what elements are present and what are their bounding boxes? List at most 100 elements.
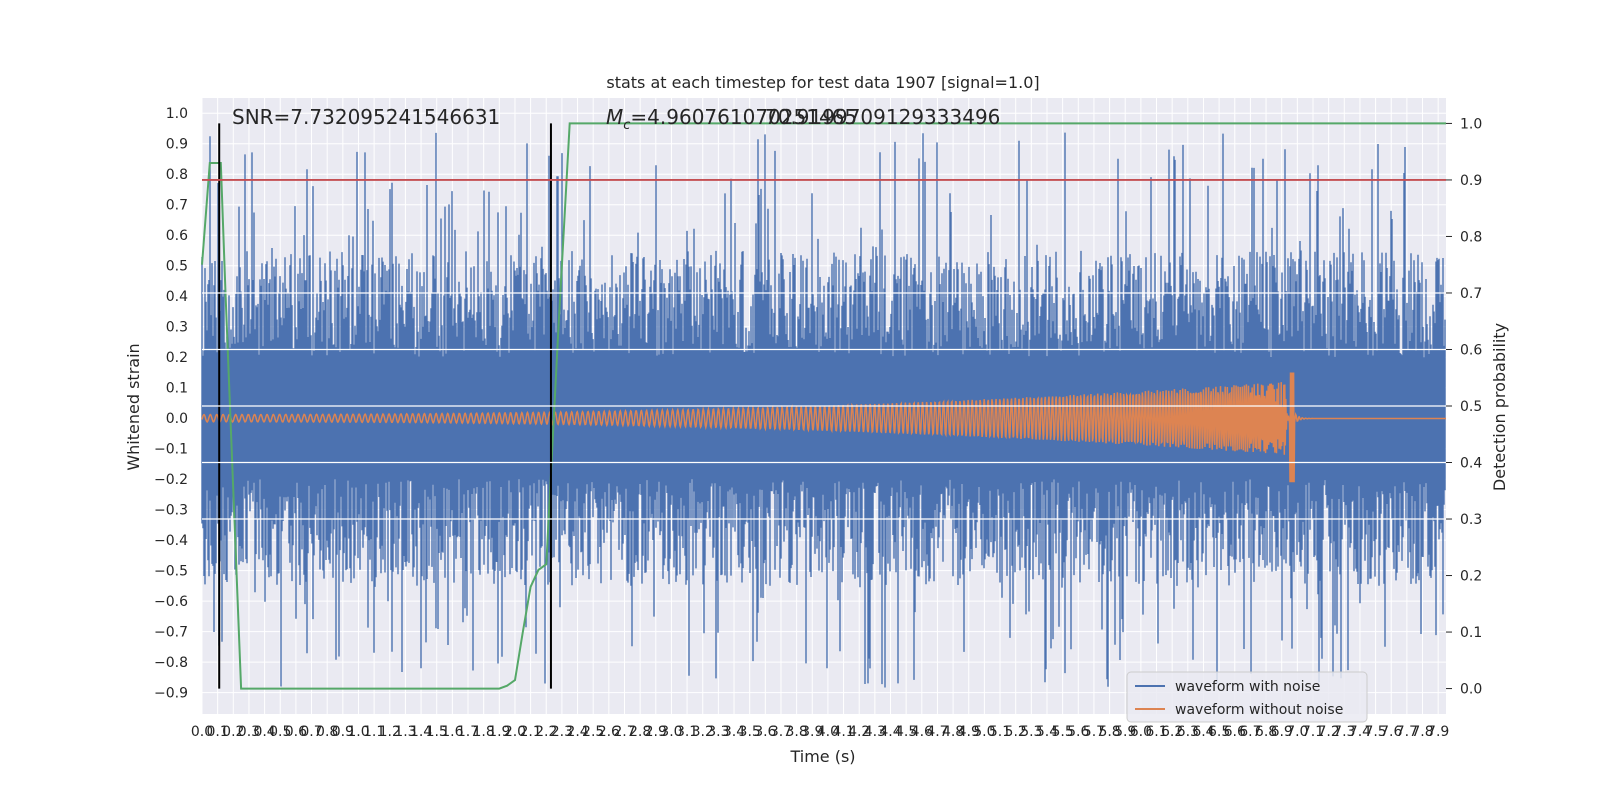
x-tick-label: 2.6 [598,724,620,740]
x-tick-label: 7.6 [1380,724,1402,740]
x-axis-ticks: 0.00.10.20.30.40.50.60.70.80.91.01.11.21… [191,724,1449,740]
x-tick-label: 5.5 [1051,724,1073,740]
x-tick-label: 6.9 [1271,724,1293,740]
y-tick-label: 0.6 [166,228,188,244]
legend-label-clean: waveform without noise [1175,702,1343,718]
x-tick-label: 2.4 [566,724,588,740]
x-tick-label: 6.6 [1224,724,1246,740]
x-tick-label: 4.9 [958,724,980,740]
x-tick-label: 1.6 [441,724,463,740]
x-tick-label: 3.8 [785,724,807,740]
x-tick-label: 4.8 [942,724,964,740]
x-tick-label: 0.0 [191,724,213,740]
x-tick-label: 5.0 [973,724,995,740]
x-tick-label: 6.1 [1145,724,1167,740]
x-tick-label: 1.2 [379,724,401,740]
x-axis-label: Time (s) [789,747,855,766]
y2-tick-label: 0.6 [1460,342,1482,358]
series-detection-probability [201,122,1446,690]
y-axis-ticks: 1.0 0.9 0.8 0.7 0.6 0.5 0.4 0.3 0.2 0.1 0.0 −0.1 −0.… [154,106,188,701]
x-tick-label: 3.0 [660,724,682,740]
y2-tick-label: 0.1 [1460,625,1482,641]
x-tick-label: 0.5 [269,724,291,740]
y-tick-label: −0.9 [154,686,188,702]
y2-axis-ticks: 1.0 0.9 0.8 0.7 0.6 0.5 0.4 0.3 0.2 0.1 0.0 [1446,116,1482,698]
x-tick-label: 4.5 [895,724,917,740]
y-tick-label: 0.7 [166,198,188,214]
x-tick-label: 6.4 [1192,724,1214,740]
x-tick-label: 3.5 [739,724,761,740]
legend-label-noise: waveform with noise [1175,679,1320,695]
x-tick-label: 7.1 [1302,724,1324,740]
x-tick-label: 2.5 [582,724,604,740]
x-tick-label: 0.8 [316,724,338,740]
y2-tick-label: 0.9 [1460,173,1482,189]
y2-tick-label: 0.7 [1460,286,1482,302]
y-tick-label: −0.6 [154,594,188,610]
x-tick-label: 3.7 [770,724,792,740]
x-tick-label: 0.6 [285,724,307,740]
x-tick-label: 6.8 [1255,724,1277,740]
x-tick-label: 0.2 [222,724,244,740]
chirp-mass-overlap-annotation: 70.9199709129333496 [765,105,1000,129]
x-tick-label: 2.8 [629,724,651,740]
x-tick-label: 4.3 [864,724,886,740]
x-tick-label: 0.3 [238,724,260,740]
y2-tick-label: 0.3 [1460,512,1482,528]
x-tick-label: 0.1 [207,724,229,740]
y-tick-label: −0.7 [154,625,188,641]
x-tick-label: 5.9 [1114,724,1136,740]
chirp-mass-symbol: M [606,105,623,129]
y-tick-label: −0.4 [154,533,188,549]
clean-trace [201,372,1446,483]
x-tick-label: 0.4 [253,724,275,740]
x-tick-label: 1.8 [473,724,495,740]
noise-trace [201,132,1446,688]
x-tick-label: 2.1 [519,724,541,740]
x-tick-label: 6.5 [1208,724,1230,740]
chirp-mass-annotation: Mc=4.960761070251465 [606,105,857,133]
series-waveform-with-noise [201,132,1446,688]
y-tick-label: −0.2 [154,472,188,488]
x-tick-label: 4.2 [848,724,870,740]
x-tick-label: 0.9 [332,724,354,740]
y2-tick-label: 1.0 [1460,116,1482,132]
x-tick-label: 2.7 [613,724,635,740]
x-tick-label: 1.5 [426,724,448,740]
x-tick-label: 4.4 [879,724,901,740]
x-tick-label: 3.1 [676,724,698,740]
x-tick-label: 5.2 [1005,724,1027,740]
x-tick-label: 2.3 [551,724,573,740]
y2-axis-label: Detection probability [1490,323,1509,491]
legend-box [1126,671,1368,723]
x-tick-label: 6.7 [1239,724,1261,740]
y-tick-label: −0.5 [154,564,188,580]
x-tick-label: 7.4 [1349,724,1371,740]
series-waveform-without-noise [201,372,1446,483]
x-tick-label: 1.1 [363,724,385,740]
chart-title: stats at each timestep for test data 190… [606,73,1039,92]
x-tick-label: 3.6 [754,724,776,740]
probability-trace [201,122,1446,690]
x-tick-label: 1.3 [394,724,416,740]
x-tick-label: 6.0 [1130,724,1152,740]
x-tick-label: 1.0 [347,724,369,740]
y-tick-label: 0.2 [166,350,188,366]
x-tick-label: 5.4 [1036,724,1058,740]
y2-tick-label: 0.8 [1460,229,1482,245]
legend: waveform with noise waveform without noi… [1126,671,1368,723]
x-tick-label: 1.7 [457,724,479,740]
snr-annotation: SNR=7.732095241546631 [232,105,500,129]
x-tick-label: 7.7 [1396,724,1418,740]
y-tick-label: 0.3 [166,320,188,336]
x-tick-label: 6.2 [1161,724,1183,740]
x-tick-label: 1.4 [410,724,432,740]
x-tick-label: 1.9 [488,724,510,740]
y-tick-label: 0.5 [166,259,188,275]
x-tick-label: 3.2 [692,724,714,740]
x-tick-label: 7.9 [1427,724,1449,740]
y-tick-label: 0.9 [166,137,188,153]
x-tick-label: 2.9 [645,724,667,740]
x-tick-label: 5.1 [989,724,1011,740]
